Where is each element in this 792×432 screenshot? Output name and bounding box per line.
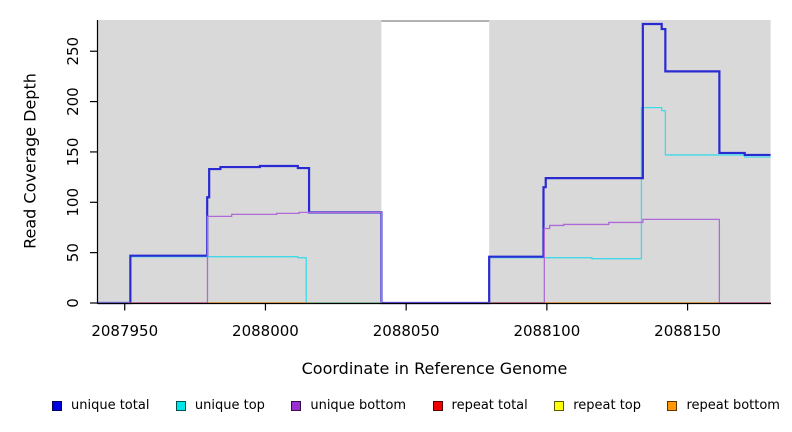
legend-item-unique-top: unique top [175,398,265,413]
legend: unique total unique top unique bottom repea… [52,398,780,413]
legend-item-repeat-top: repeat top [554,398,641,413]
legend-swatch-repeat-bottom [667,400,678,411]
legend-swatch-unique-bottom [291,400,302,411]
y-tick-label: 0 [64,298,82,308]
legend-item-repeat-bottom: repeat bottom [667,398,780,413]
y-tick-label: 200 [64,87,82,116]
legend-swatch-repeat-total [432,400,443,411]
legend-label: repeat top [573,398,641,413]
legend-label: repeat total [451,398,528,413]
y-tick-label: 100 [64,188,82,217]
legend-label: unique total [71,398,150,413]
y-tick-label: 250 [64,37,82,66]
series-unique-bottom [98,211,771,304]
legend-label: repeat bottom [686,398,780,413]
legend-swatch-repeat-top [554,400,565,411]
x-tick-label: 2087950 [91,322,158,340]
x-tick-label: 2088000 [232,322,299,340]
legend-item-repeat-total: repeat total [432,398,528,413]
y-axis-title: Read Coverage Depth [20,73,40,249]
x-axis-title: Coordinate in Reference Genome [301,359,568,378]
legend-label: unique bottom [310,398,407,413]
legend-swatch-unique-total [52,400,62,411]
x-tick-label: 2088150 [654,322,721,340]
mask-region [381,20,490,304]
legend-swatch-unique-top [175,400,186,411]
series-unique-top [98,106,771,304]
y-tick-label: 150 [64,138,82,167]
y-tick-label: 50 [64,243,82,262]
legend-label: unique top [194,398,265,413]
x-tick-label: 2088100 [513,322,580,340]
x-tick-label: 2088050 [373,322,440,340]
legend-item-unique-bottom: unique bottom [291,398,406,413]
legend-item-unique-total: unique total [52,398,149,413]
